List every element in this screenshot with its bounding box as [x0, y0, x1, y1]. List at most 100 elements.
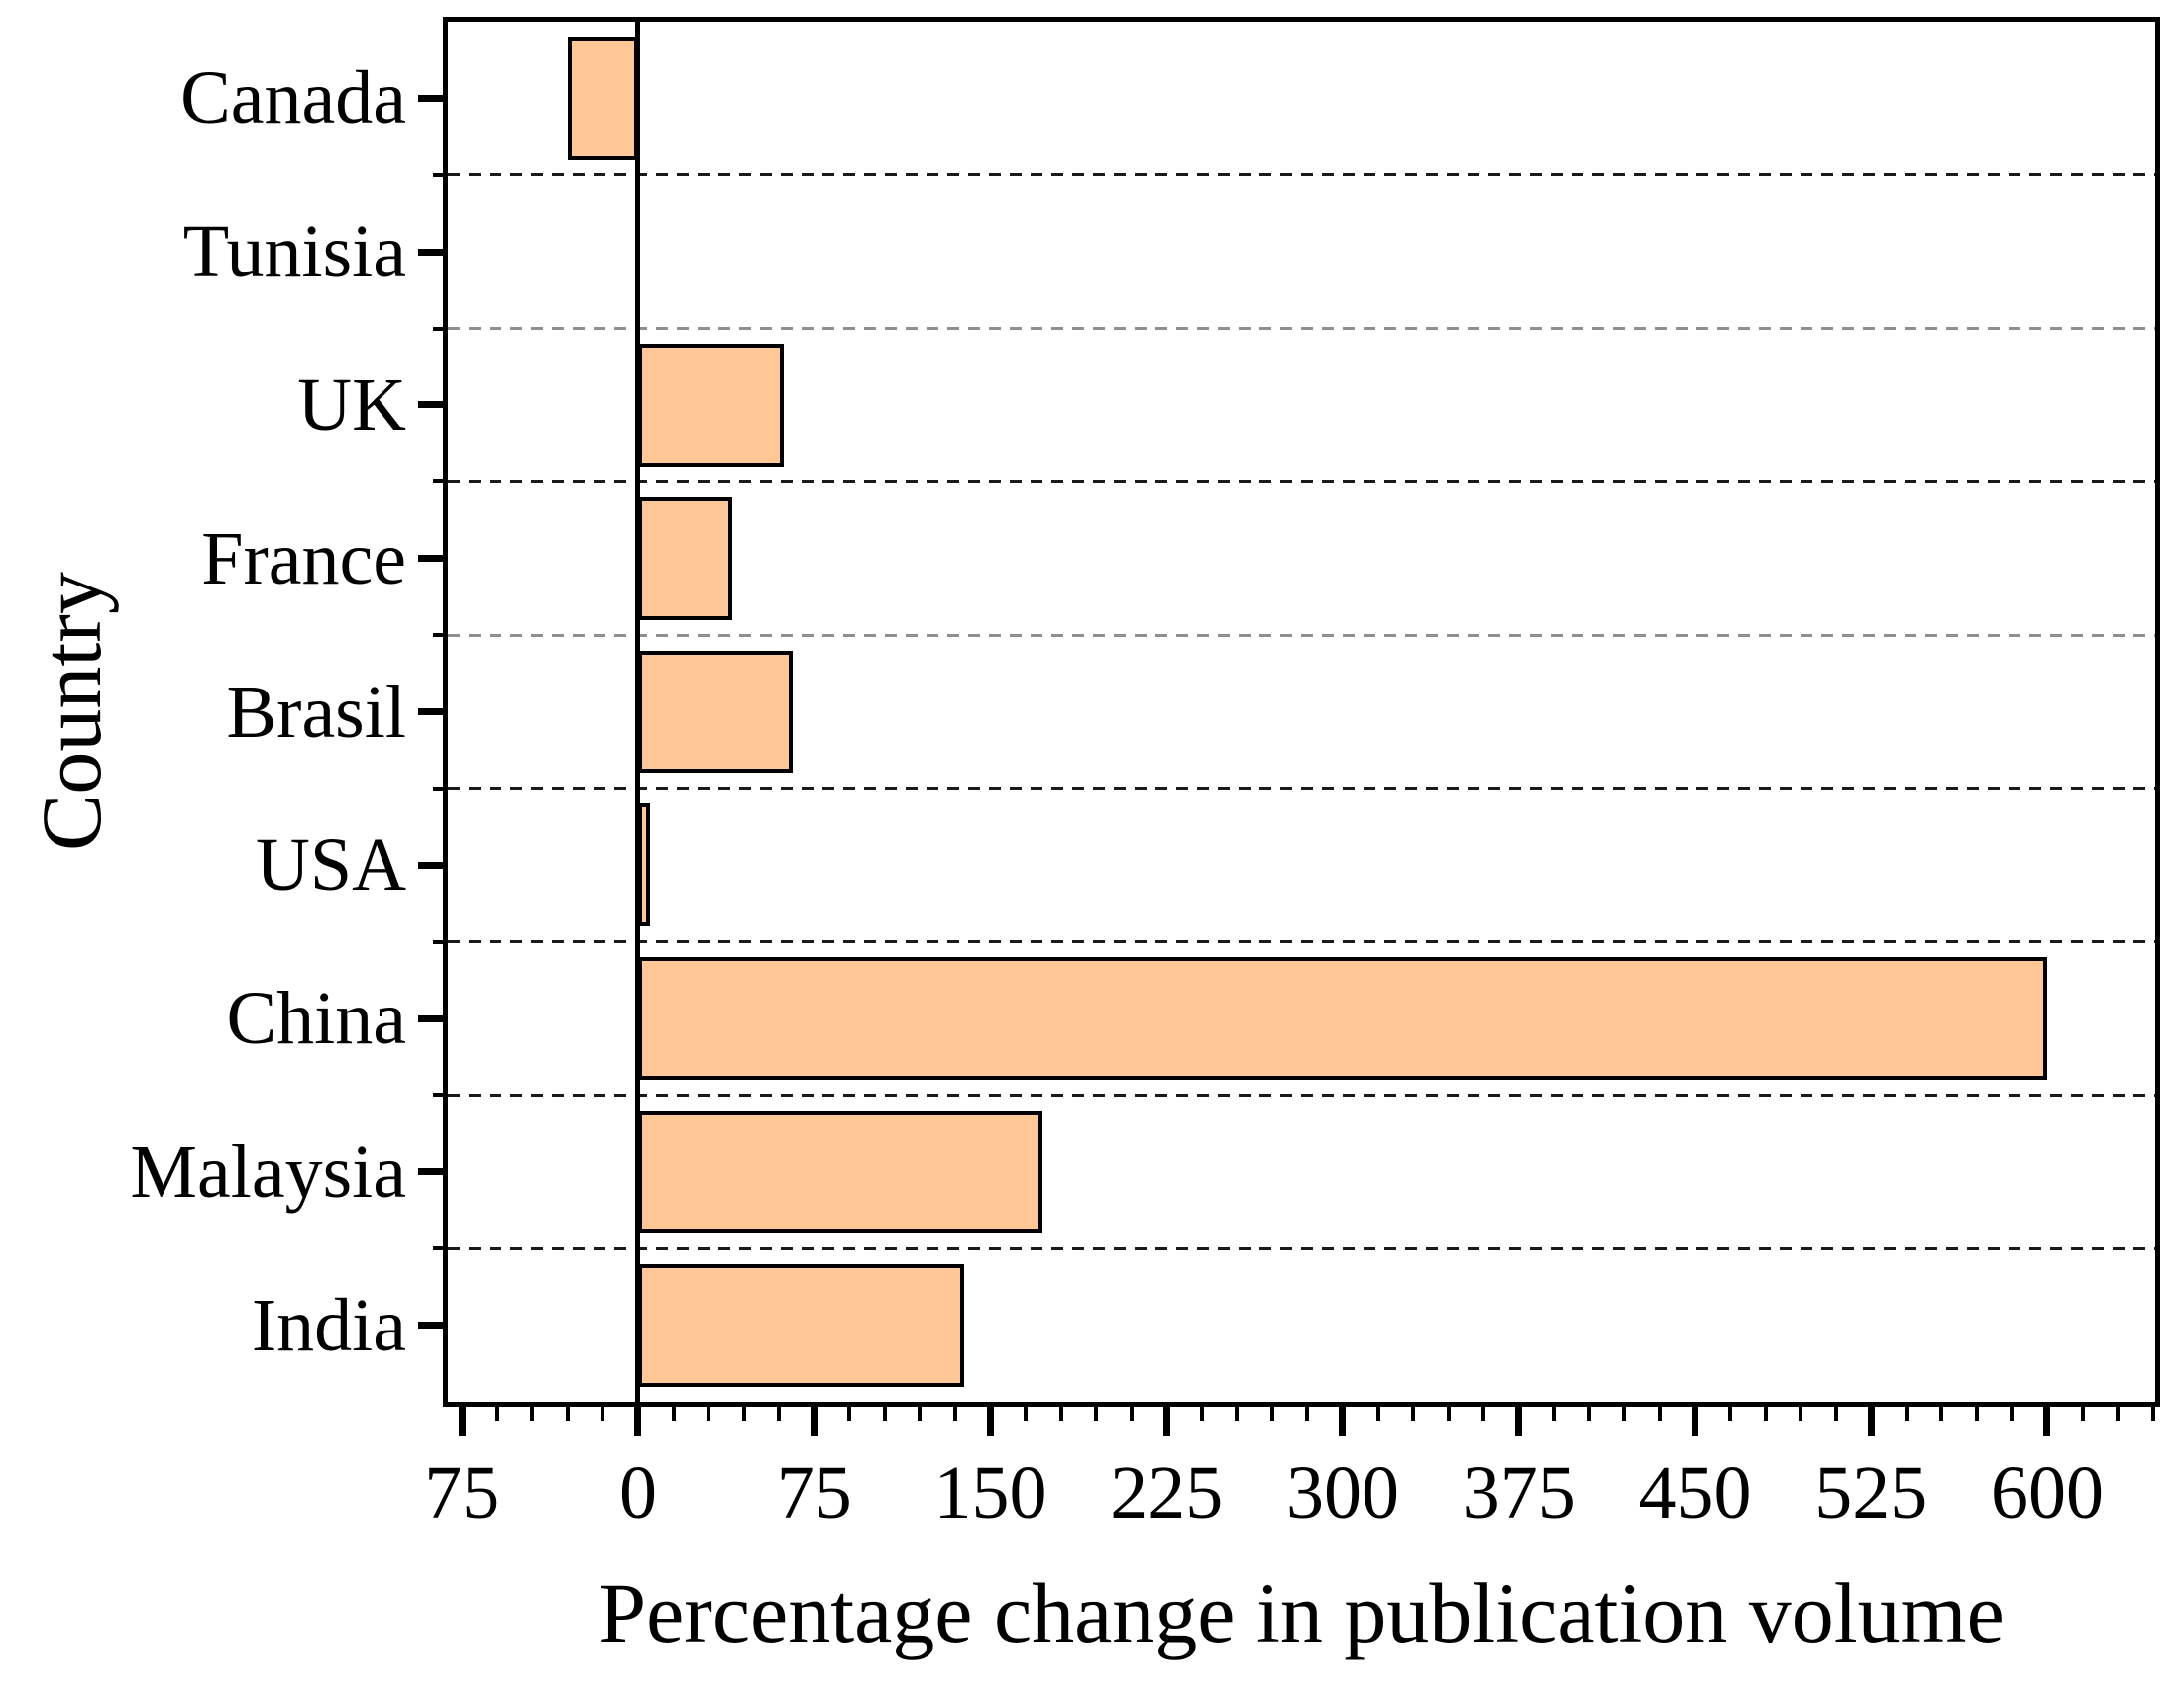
- gridline: [448, 787, 2155, 791]
- category-label-brasil: Brasil: [226, 670, 406, 754]
- y-major-tick: [418, 1014, 448, 1022]
- y-minor-tick: [433, 633, 448, 638]
- category-label-canada: Canada: [180, 56, 406, 141]
- x-minor-tick: [1586, 1405, 1591, 1421]
- gridline: [448, 173, 2155, 177]
- y-major-tick: [418, 1322, 448, 1330]
- x-major-tick: [2043, 1405, 2051, 1436]
- x-tick-label: 75: [776, 1451, 852, 1535]
- gridline: [448, 1093, 2155, 1097]
- x-minor-tick: [1939, 1405, 1944, 1421]
- x-tick-label: 600: [1990, 1451, 2104, 1535]
- x-minor-tick: [2080, 1405, 2085, 1421]
- bar-usa: [637, 803, 650, 927]
- category-label-tunisia: Tunisia: [182, 210, 406, 294]
- y-major-tick: [418, 1168, 448, 1176]
- category-label-france: France: [201, 516, 406, 600]
- x-minor-tick: [1129, 1405, 1134, 1421]
- y-major-tick: [418, 401, 448, 409]
- bar-uk: [637, 344, 784, 467]
- category-label-china: China: [226, 977, 406, 1061]
- x-major-tick: [458, 1405, 466, 1436]
- x-minor-tick: [530, 1405, 535, 1421]
- x-major-tick: [1339, 1405, 1347, 1436]
- bar-china: [637, 957, 2047, 1080]
- x-minor-tick: [601, 1405, 605, 1421]
- x-tick-label: 300: [1285, 1451, 1399, 1535]
- x-minor-tick: [1763, 1405, 1768, 1421]
- y-minor-tick: [433, 172, 448, 177]
- x-minor-tick: [1024, 1405, 1029, 1421]
- y-minor-tick: [433, 1093, 448, 1098]
- y-major-tick: [418, 248, 448, 256]
- x-minor-tick: [1833, 1405, 1838, 1421]
- y-minor-tick: [433, 1246, 448, 1251]
- x-minor-tick: [707, 1405, 711, 1421]
- gridline: [448, 633, 2155, 637]
- y-minor-tick: [433, 479, 448, 484]
- y-minor-tick: [433, 939, 448, 944]
- plot-area: [443, 17, 2160, 1407]
- x-tick-label: 450: [1638, 1451, 1752, 1535]
- x-minor-tick: [777, 1405, 782, 1421]
- bar-india: [637, 1263, 965, 1387]
- x-tick-label: 150: [933, 1451, 1047, 1535]
- x-major-tick: [1515, 1405, 1523, 1436]
- y-minor-tick: [433, 786, 448, 791]
- x-minor-tick: [1657, 1405, 1662, 1421]
- x-minor-tick: [1446, 1405, 1451, 1421]
- x-minor-tick: [1199, 1405, 1204, 1421]
- category-label-india: India: [251, 1283, 406, 1367]
- x-minor-tick: [1552, 1405, 1557, 1421]
- y-axis-title: Country: [24, 572, 119, 851]
- x-minor-tick: [2010, 1405, 2015, 1421]
- bar-canada: [567, 37, 638, 160]
- category-label-usa: USA: [255, 823, 406, 907]
- y-major-tick: [418, 708, 448, 715]
- x-tick-label: 225: [1110, 1451, 1224, 1535]
- x-major-tick: [1867, 1405, 1875, 1436]
- x-tick-label: 0: [618, 1451, 657, 1535]
- x-minor-tick: [1094, 1405, 1099, 1421]
- y-major-tick: [418, 94, 448, 102]
- x-minor-tick: [1622, 1405, 1627, 1421]
- x-minor-tick: [1728, 1405, 1733, 1421]
- gridline: [448, 1246, 2155, 1250]
- bar-malaysia: [637, 1110, 1042, 1233]
- x-tick-label: 75: [424, 1451, 500, 1535]
- category-label-malaysia: Malaysia: [130, 1129, 406, 1214]
- x-minor-tick: [1305, 1405, 1310, 1421]
- x-minor-tick: [847, 1405, 852, 1421]
- x-minor-tick: [952, 1405, 957, 1421]
- y-major-tick: [418, 555, 448, 563]
- gridline: [448, 479, 2155, 483]
- category-label-uk: UK: [297, 363, 406, 447]
- x-minor-tick: [671, 1405, 676, 1421]
- x-minor-tick: [565, 1405, 570, 1421]
- x-major-tick: [1162, 1405, 1170, 1436]
- x-minor-tick: [1411, 1405, 1416, 1421]
- x-tick-label: 375: [1462, 1451, 1576, 1535]
- x-major-tick: [811, 1405, 819, 1436]
- x-minor-tick: [918, 1405, 923, 1421]
- gridline: [448, 940, 2155, 944]
- x-minor-tick: [1058, 1405, 1063, 1421]
- x-axis-title: Percentage change in publication volume: [599, 1565, 2005, 1660]
- gridline: [448, 327, 2155, 331]
- x-minor-tick: [1375, 1405, 1380, 1421]
- x-minor-tick: [1269, 1405, 1274, 1421]
- y-major-tick: [418, 861, 448, 869]
- x-major-tick: [986, 1405, 994, 1436]
- y-minor-tick: [433, 326, 448, 331]
- x-tick-label: 525: [1814, 1451, 1928, 1535]
- x-minor-tick: [741, 1405, 746, 1421]
- x-minor-tick: [882, 1405, 887, 1421]
- x-minor-tick: [1799, 1405, 1803, 1421]
- x-minor-tick: [2116, 1405, 2121, 1421]
- x-minor-tick: [1904, 1405, 1909, 1421]
- x-minor-tick: [494, 1405, 499, 1421]
- x-minor-tick: [2150, 1405, 2155, 1421]
- x-major-tick: [634, 1405, 642, 1436]
- x-minor-tick: [1974, 1405, 1979, 1421]
- bar-brasil: [637, 650, 794, 774]
